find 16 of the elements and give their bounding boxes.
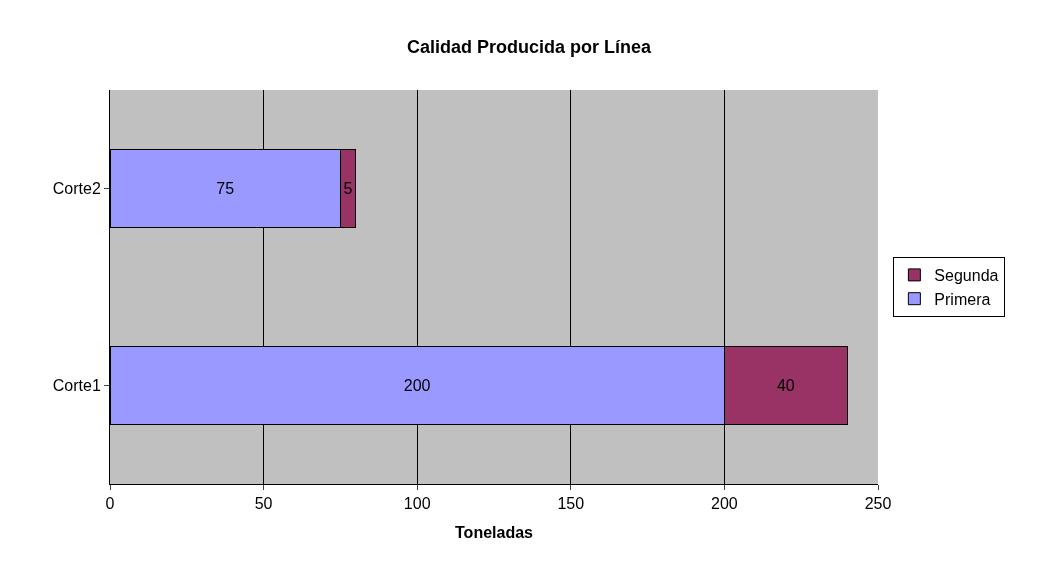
x-tick-label: 0 <box>105 495 115 513</box>
x-axis-title: Toneladas <box>455 523 534 541</box>
data-label: 75 <box>216 180 235 197</box>
y-tick-label: Corte2 <box>52 180 101 198</box>
data-label: 40 <box>776 377 795 394</box>
legend-label: Primera <box>934 290 991 308</box>
x-tick-label: 150 <box>557 495 585 513</box>
data-label: 200 <box>403 377 431 394</box>
data-label: 5 <box>343 180 353 197</box>
x-tick-label: 250 <box>864 495 892 513</box>
x-tick-label: 50 <box>254 495 273 513</box>
chart-title: Calidad Producida por Línea <box>406 36 652 57</box>
y-tick-label: Corte1 <box>52 377 101 395</box>
legend-label: Segunda <box>934 267 999 285</box>
x-tick-label: 100 <box>403 495 431 513</box>
x-tick-label: 200 <box>711 495 738 513</box>
